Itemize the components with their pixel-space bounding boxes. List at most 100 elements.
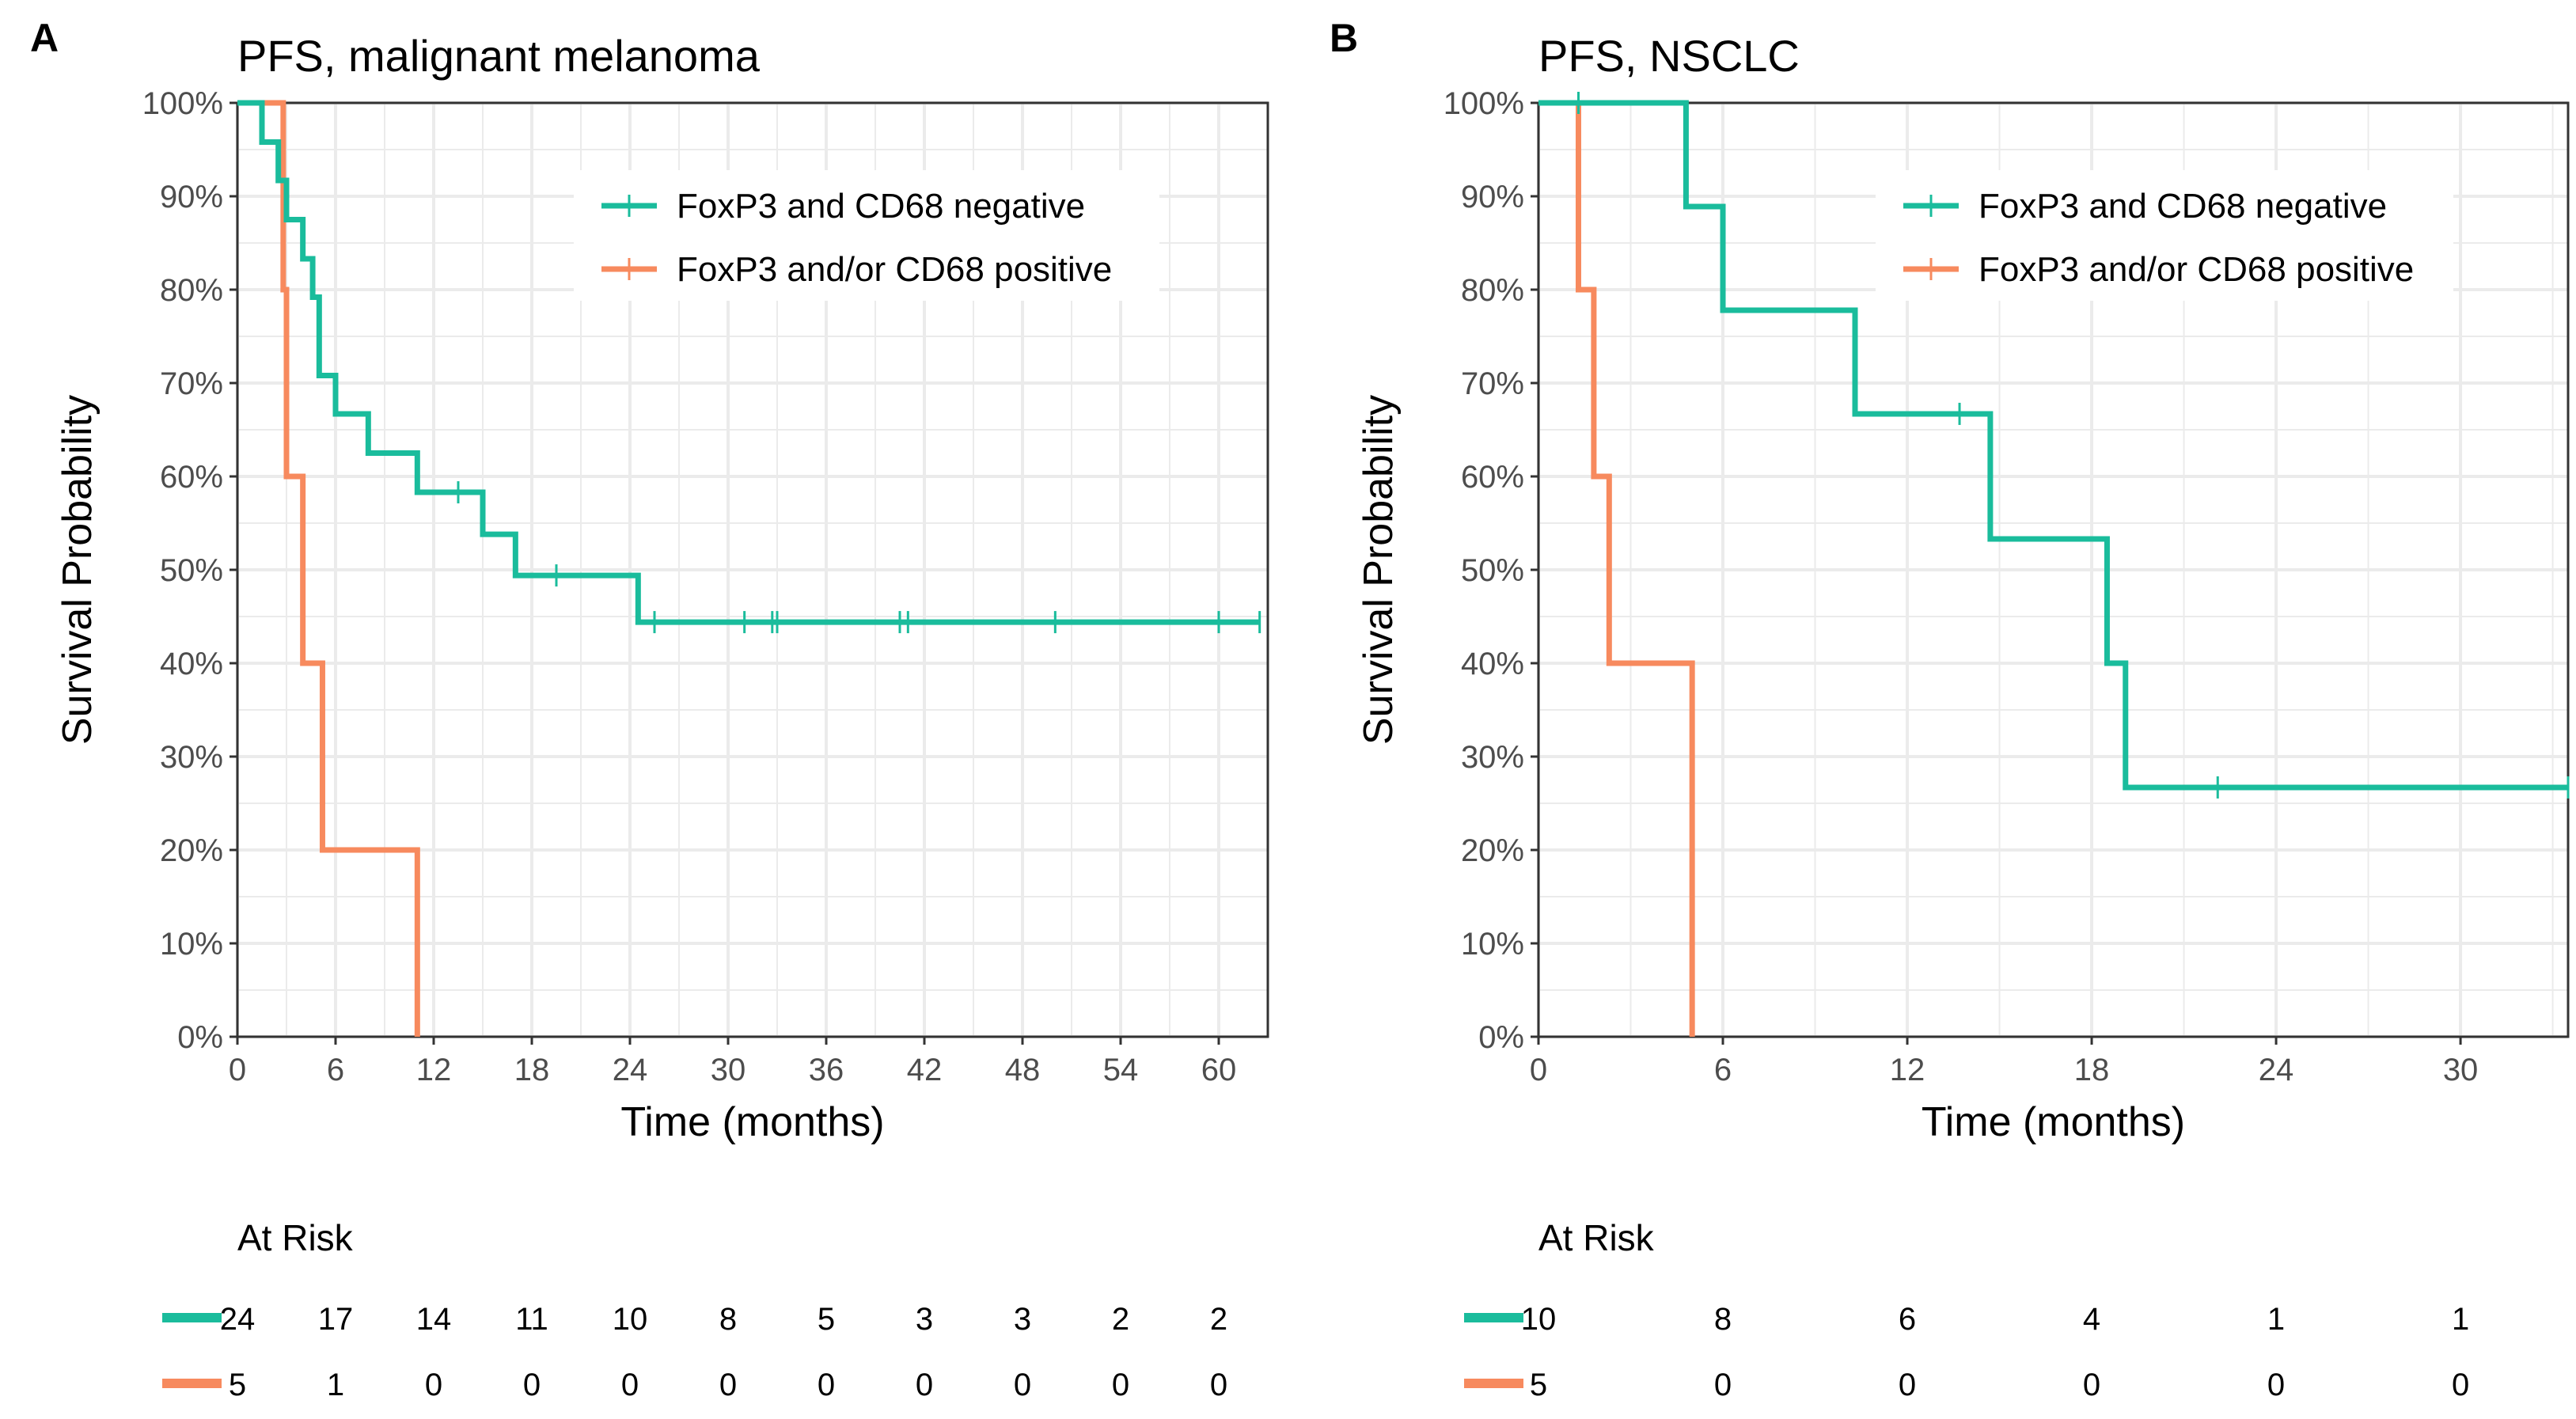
at-risk-table: At Risk 10 8 6 4 1 1 5 0 0 0 0 0 <box>1464 1217 2469 1402</box>
y-tick-label: 60% <box>1461 460 1524 495</box>
at-risk-count: 4 <box>2083 1302 2100 1337</box>
legend-label: FoxP3 and CD68 negative <box>677 187 1085 226</box>
y-tick-label: 40% <box>160 647 223 681</box>
legend-box <box>1876 170 2453 301</box>
at-risk-count: 0 <box>523 1368 541 1402</box>
y-tick-label: 0% <box>1478 1020 1524 1055</box>
x-tick-label: 60 <box>1201 1053 1237 1087</box>
x-axis-title: Time (months) <box>620 1099 884 1145</box>
y-axis-title: Survival Probability <box>55 395 101 745</box>
x-tick-label: 18 <box>2074 1053 2110 1087</box>
y-tick-label: 100% <box>1444 86 1524 121</box>
legend: FoxP3 and CD68 negative FoxP3 and/or CD68… <box>574 170 1159 301</box>
y-tick-label: 80% <box>160 273 223 308</box>
panel-label: B <box>1330 16 1358 60</box>
x-tick-label: 36 <box>809 1053 844 1087</box>
x-axis-title: Time (months) <box>1922 1099 2185 1145</box>
km-panel-a: A PFS, malignant melanoma0%10%20%30%40%50… <box>30 16 1269 1402</box>
at-risk-count: 0 <box>1112 1368 1129 1402</box>
at-risk-count: 5 <box>229 1368 246 1402</box>
legend-label: FoxP3 and CD68 negative <box>1978 187 2387 226</box>
at-risk-count: 5 <box>1530 1368 1547 1402</box>
at-risk-count: 8 <box>1714 1302 1732 1337</box>
x-tick-label: 12 <box>1890 1053 1925 1087</box>
x-tick-label: 0 <box>229 1053 246 1087</box>
y-tick-label: 30% <box>160 740 223 775</box>
y-tick-label: 80% <box>1461 273 1524 308</box>
at-risk-count: 3 <box>1014 1302 1031 1337</box>
at-risk-count: 2 <box>1112 1302 1129 1337</box>
y-tick-label: 10% <box>1461 927 1524 962</box>
at-risk-count: 17 <box>318 1302 354 1337</box>
panel-label: A <box>30 16 59 60</box>
x-tick-label: 12 <box>416 1053 452 1087</box>
at-risk-count: 0 <box>916 1368 933 1402</box>
x-tick-label: 54 <box>1103 1053 1139 1087</box>
y-tick-label: 100% <box>142 86 223 121</box>
km-curve-negative <box>1538 100 2568 791</box>
at-risk-count: 0 <box>1210 1368 1227 1402</box>
y-tick-label: 90% <box>1461 180 1524 214</box>
km-panel-b: B PFS, NSCLC 0% 10% 20% 30% 40% 50% 60% 70% 80% 90%… <box>1330 16 2570 1402</box>
x-tick-label: 42 <box>907 1053 943 1087</box>
at-risk-count: 5 <box>818 1302 835 1337</box>
at-risk-count: 0 <box>1899 1368 1916 1402</box>
x-tick-label: 30 <box>711 1053 746 1087</box>
at-risk-count: 0 <box>425 1368 442 1402</box>
at-risk-count: 0 <box>1014 1368 1031 1402</box>
legend-box <box>574 170 1159 301</box>
y-tick-label: 20% <box>1461 833 1524 868</box>
y-axis-title: Survival Probability <box>1356 395 1402 745</box>
at-risk-count: 1 <box>2452 1302 2469 1337</box>
legend-label: FoxP3 and/or CD68 positive <box>1978 250 2414 289</box>
legend-label: FoxP3 and/or CD68 positive <box>677 250 1112 289</box>
at-risk-count: 0 <box>818 1368 835 1402</box>
at-risk-count: 2 <box>1210 1302 1227 1337</box>
x-tick-label: 24 <box>2259 1053 2294 1087</box>
at-risk-count: 0 <box>719 1368 737 1402</box>
at-risk-count: 1 <box>327 1368 344 1402</box>
y-tick-label: 50% <box>1461 553 1524 588</box>
x-tick-label: 24 <box>613 1053 648 1087</box>
x-tick-label: 48 <box>1005 1053 1041 1087</box>
y-tick-label: 90% <box>160 180 223 214</box>
at-risk-title: At Risk <box>237 1217 354 1258</box>
y-tick-label: 60% <box>160 460 223 495</box>
at-risk-count: 10 <box>1521 1302 1557 1337</box>
legend: FoxP3 and CD68 negative FoxP3 and/or CD68… <box>1876 170 2453 301</box>
chart-title: PFS, malignant melanoma <box>237 31 761 81</box>
at-risk-count: 14 <box>416 1302 452 1337</box>
y-tick-label: 30% <box>1461 740 1524 775</box>
y-tick-label: 70% <box>160 366 223 401</box>
x-tick-label: 0 <box>1530 1053 1547 1087</box>
at-risk-title: At Risk <box>1538 1217 1655 1258</box>
at-risk-count: 0 <box>1714 1368 1732 1402</box>
km-curve-positive <box>1538 100 1695 1037</box>
at-risk-count: 10 <box>613 1302 648 1337</box>
km-curve-negative <box>237 100 1260 625</box>
x-tick-label: 18 <box>514 1053 550 1087</box>
x-tick-label: 6 <box>1714 1053 1732 1087</box>
km-curve-positive <box>237 100 420 1037</box>
y-tick-label: 0% <box>177 1020 223 1055</box>
at-risk-count: 24 <box>220 1302 256 1337</box>
y-tick-label: 40% <box>1461 647 1524 681</box>
y-tick-label: 70% <box>1461 366 1524 401</box>
y-tick-label: 20% <box>160 833 223 868</box>
y-tick-label: 10% <box>160 927 223 962</box>
at-risk-count: 6 <box>1899 1302 1916 1337</box>
x-tick-label: 30 <box>2443 1053 2479 1087</box>
at-risk-count: 8 <box>719 1302 737 1337</box>
y-tick-label: 50% <box>160 553 223 588</box>
at-risk-count: 0 <box>2083 1368 2100 1402</box>
at-risk-count: 1 <box>2267 1302 2285 1337</box>
at-risk-count: 0 <box>621 1368 639 1402</box>
at-risk-count: 11 <box>515 1302 548 1337</box>
x-tick-label: 6 <box>327 1053 344 1087</box>
at-risk-count: 0 <box>2452 1368 2469 1402</box>
at-risk-count: 3 <box>916 1302 933 1337</box>
chart-title: PFS, NSCLC <box>1538 31 1800 81</box>
at-risk-count: 0 <box>2267 1368 2285 1402</box>
